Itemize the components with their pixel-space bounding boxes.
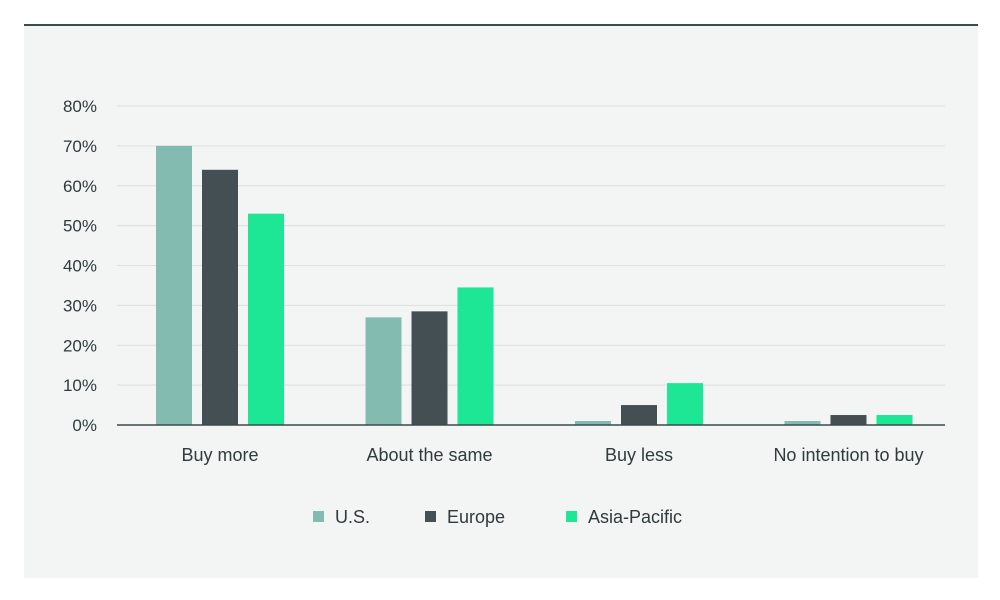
legend-label: U.S. (335, 507, 370, 527)
y-tick-label: 50% (63, 217, 97, 236)
y-tick-label: 70% (63, 137, 97, 156)
x-category-label: No intention to buy (773, 445, 923, 465)
bar (575, 421, 611, 425)
x-category-label: Buy more (181, 445, 258, 465)
legend: U.S. Europe Asia-Pacific (313, 507, 682, 527)
legend-swatch (425, 511, 436, 522)
legend-swatch (566, 511, 577, 522)
gridlines (117, 105, 945, 386)
y-tick-label: 40% (63, 257, 97, 276)
bar (365, 317, 402, 425)
bar (411, 311, 448, 425)
y-tick-label: 10% (63, 376, 97, 395)
y-axis: 0% 10% 20% 30% 40% 50% 60% 70% 80% (63, 97, 97, 435)
y-tick-label: 60% (63, 177, 97, 196)
x-category-label: About the same (366, 445, 492, 465)
x-category-label: Buy less (605, 445, 673, 465)
bar (876, 415, 913, 425)
bars (156, 145, 913, 425)
legend-label: Europe (447, 507, 505, 527)
y-tick-label: 30% (63, 296, 97, 315)
y-tick-label: 0% (72, 416, 97, 435)
x-axis: Buy more About the same Buy less No intenti… (181, 445, 923, 465)
bar (202, 169, 238, 425)
bar (621, 405, 657, 425)
bar (830, 415, 867, 425)
bar (156, 145, 192, 425)
legend-swatch (313, 511, 324, 522)
bar (667, 383, 703, 425)
bar (457, 287, 494, 425)
bar (784, 421, 821, 425)
y-tick-label: 80% (63, 97, 97, 116)
legend-label: Asia-Pacific (588, 507, 682, 527)
y-tick-label: 20% (63, 336, 97, 355)
bar (248, 213, 284, 425)
